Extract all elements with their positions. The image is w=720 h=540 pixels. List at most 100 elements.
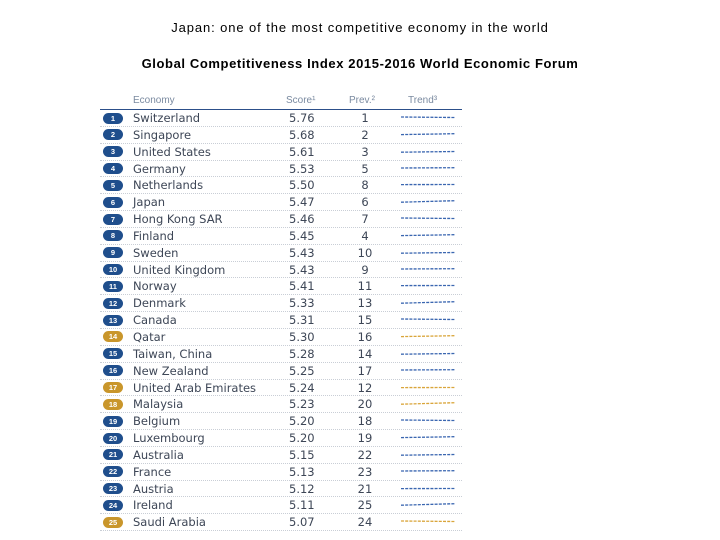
table-body: 1 Switzerland 5.76 1 2 Singapore 5.68 2 3 United …: [100, 110, 462, 532]
trend-line: [401, 436, 455, 439]
trend-line: [401, 116, 455, 119]
economy-cell: Norway: [133, 279, 177, 294]
economy-cell: Ireland: [133, 498, 173, 513]
trend-line: [401, 520, 455, 523]
score-cell: 5.43: [289, 262, 315, 277]
score-cell: 5.15: [289, 447, 315, 462]
trend-sparkline: [401, 267, 455, 270]
economy-cell: Japan: [133, 195, 166, 210]
score-cell: 5.46: [289, 212, 315, 227]
rank-badge: 18: [103, 398, 123, 410]
table-header: Economy Score¹ Prev.² Trend³: [100, 93, 462, 110]
score-cell: 5.30: [289, 329, 315, 344]
score-cell: 5.07: [289, 515, 315, 530]
score-cell: 5.12: [289, 481, 315, 496]
economy-cell: Germany: [133, 161, 186, 176]
prev-rank-cell: 13: [357, 296, 373, 311]
trend-sparkline: [401, 469, 455, 472]
rank-badge: 14: [103, 331, 123, 343]
table-row: 20 Luxembourg 5.20 19: [100, 430, 462, 447]
trend-sparkline: [401, 132, 455, 136]
prev-rank-cell: 16: [357, 329, 373, 344]
rank-badge: 6: [103, 196, 123, 208]
table-row: 15 Taiwan, China 5.28 14: [100, 346, 462, 363]
score-cell: 5.24: [289, 380, 315, 395]
score-cell: 5.11: [289, 498, 315, 513]
table-row: 22 France 5.13 23: [100, 464, 462, 481]
table-row: 1 Switzerland 5.76 1: [100, 110, 462, 127]
trend-line: [401, 335, 455, 338]
score-cell: 5.13: [289, 464, 315, 479]
score-cell: 5.20: [289, 431, 315, 446]
score-cell: 5.45: [289, 228, 315, 243]
trend-sparkline: [401, 352, 455, 355]
score-cell: 5.50: [289, 178, 315, 193]
trend-sparkline: [401, 251, 455, 254]
table-row: 18 Malaysia 5.23 20: [100, 396, 462, 414]
score-cell: 5.47: [289, 195, 315, 210]
rank-badge: 3: [103, 146, 123, 158]
prev-rank-cell: 8: [361, 178, 369, 193]
rank-badge: 21: [103, 449, 123, 461]
score-cell: 5.53: [289, 161, 315, 176]
prev-rank-cell: 9: [361, 262, 369, 277]
prev-rank-cell: 21: [357, 481, 373, 496]
prev-rank-cell: 17: [357, 363, 373, 378]
trend-line: [401, 217, 455, 220]
trend-sparkline: [401, 520, 455, 523]
trend-line: [401, 200, 455, 204]
rank-badge: 23: [103, 483, 123, 495]
economy-cell: Denmark: [133, 296, 186, 311]
page-subtitle: Global Competitiveness Index 2015-2016 W…: [141, 56, 579, 71]
rank-badge: 9: [103, 247, 123, 259]
trend-sparkline: [401, 436, 455, 439]
trend-line: [401, 301, 455, 305]
score-cell: 5.28: [289, 346, 315, 361]
prev-rank-cell: 6: [361, 195, 369, 210]
trend-line: [401, 419, 455, 422]
table-row: 14 Qatar 5.30 16: [100, 329, 462, 346]
trend-line: [401, 352, 455, 355]
trend-sparkline: [401, 200, 455, 204]
economy-cell: Hong Kong SAR: [133, 212, 223, 227]
score-cell: 5.25: [289, 363, 315, 378]
economy-cell: United States: [133, 144, 211, 159]
header-economy: Economy: [133, 95, 175, 106]
table-row: 17 United Arab Emirates 5.24 12: [100, 380, 462, 397]
prev-rank-cell: 20: [357, 397, 373, 412]
trend-line: [401, 132, 455, 136]
table-row: 7 Hong Kong SAR 5.46 7: [100, 211, 462, 228]
rank-badge: 17: [103, 382, 123, 393]
rank-badge: 19: [103, 415, 123, 427]
rank-badge: 8: [103, 230, 123, 242]
prev-rank-cell: 4: [361, 228, 369, 243]
trend-line: [401, 318, 455, 321]
header-score: Score¹: [286, 95, 316, 106]
trend-sparkline: [401, 184, 455, 186]
score-cell: 5.20: [289, 414, 315, 429]
economy-cell: Canada: [133, 313, 177, 328]
trend-line: [401, 150, 455, 153]
score-cell: 5.23: [289, 397, 315, 412]
prev-rank-cell: 12: [357, 380, 373, 395]
prev-rank-cell: 1: [361, 111, 369, 125]
rank-badge: 13: [103, 314, 123, 326]
trend-sparkline: [401, 453, 455, 456]
prev-rank-cell: 23: [357, 464, 373, 479]
rank-badge: 25: [103, 516, 123, 528]
trend-line: [401, 402, 455, 406]
economy-cell: Belgium: [133, 414, 181, 429]
prev-rank-cell: 7: [361, 212, 369, 227]
rank-badge: 15: [103, 348, 123, 360]
prev-rank-cell: 24: [357, 515, 373, 530]
prev-rank-cell: 11: [357, 279, 373, 294]
score-cell: 5.61: [289, 144, 315, 159]
rank-badge: 22: [103, 466, 123, 478]
trend-sparkline: [401, 233, 455, 237]
table-row: 5 Netherlands 5.50 8: [100, 177, 462, 195]
score-cell: 5.33: [289, 296, 315, 311]
trend-sparkline: [401, 285, 455, 287]
prev-rank-cell: 5: [361, 161, 369, 176]
economy-cell: Finland: [133, 228, 175, 243]
table-row: 2 Singapore 5.68 2: [100, 127, 462, 144]
